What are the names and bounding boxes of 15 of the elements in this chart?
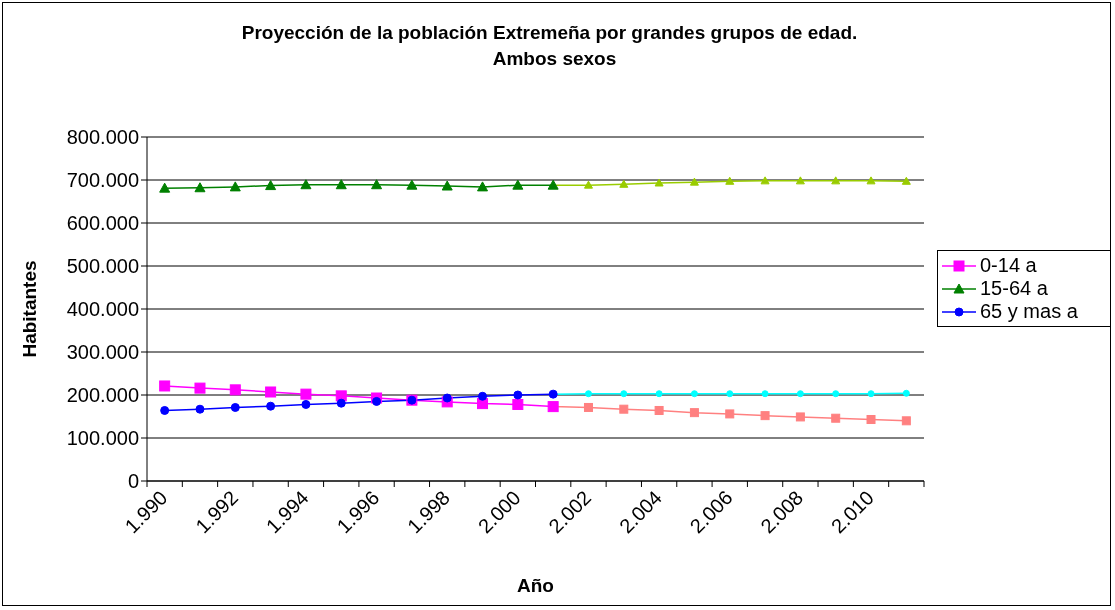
- legend-label: 15-64 a: [980, 277, 1048, 300]
- y-tick-label: 800.000: [66, 126, 139, 149]
- y-tick-label: 400.000: [66, 298, 139, 321]
- y-tick-label: 0: [127, 470, 139, 493]
- legend-label: 65 y mas a: [980, 300, 1078, 323]
- y-tick-label: 500.000: [66, 255, 139, 278]
- legend-label: 0-14 a: [980, 254, 1037, 277]
- y-tick-label: 700.000: [66, 169, 139, 192]
- y-tick-label: 200.000: [66, 384, 139, 407]
- y-tick-label: 300.000: [66, 341, 139, 364]
- x-axis-title: Año: [516, 575, 555, 597]
- y-tick-label: 100.000: [66, 427, 139, 450]
- y-tick-label: 600.000: [66, 212, 139, 235]
- chart-title: Proyección de la población Extremeña por grandes grupos de edad. Ambos sexos: [240, 21, 859, 71]
- y-axis-title: Habitantes: [19, 260, 41, 358]
